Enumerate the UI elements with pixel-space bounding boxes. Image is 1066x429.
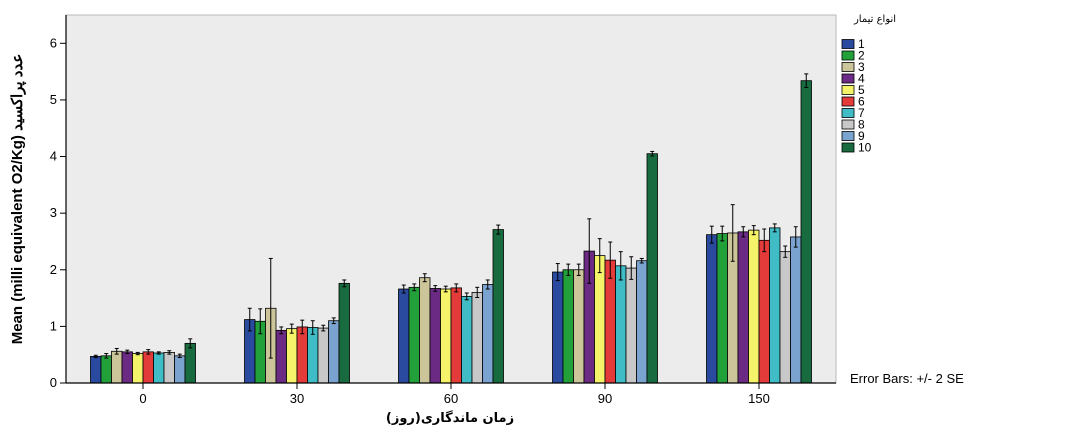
legend-label-4: 4 [858,72,865,86]
bar-8-60 [471,292,483,384]
bar-1-90 [552,271,564,384]
y-ticks: 0 1 2 3 4 5 6 [50,35,66,390]
legend-label-9: 9 [858,129,865,143]
legend-label-2: 2 [858,49,865,63]
bars-layer [90,73,812,384]
y-axis-label: Mean (milli equivalent O2/Kg) عدد پراکسی… [9,54,27,345]
bar-4-60 [429,288,441,384]
y-tick-label: 6 [50,35,57,50]
bar-6-150 [758,239,770,384]
legend-label-5: 5 [858,83,865,97]
legend-swatch-7 [841,108,855,118]
y-tick-label: 1 [50,318,57,333]
legend-label-6: 6 [858,95,865,109]
bar-7-30 [307,327,319,384]
bar-10-90 [646,153,658,384]
bar-7-0 [153,352,165,384]
bar-6-30 [296,326,308,384]
bar-4-150 [737,231,749,384]
x-tick-label: 30 [290,391,304,406]
bar-7-150 [769,227,781,384]
bar-8-0 [163,352,175,384]
x-tick-label: 90 [598,391,612,406]
y-tick-label: 5 [50,92,57,107]
legend-label-3: 3 [858,60,865,74]
bar-10-30 [338,282,350,384]
bar-1-60 [398,288,410,384]
x-axis-label: زمان ماندگاری(روز) [386,410,514,426]
bar-1-150 [706,234,718,384]
bar-9-60 [482,284,494,384]
bar-4-0 [121,351,133,384]
legend-title: انواع تیمار [853,14,896,25]
legend-swatch-2 [841,50,855,61]
bar-8-150 [779,251,791,384]
bar-2-150 [716,233,728,384]
bar-4-30 [275,329,287,384]
bar-5-150 [748,229,760,384]
bar-9-0 [174,355,186,384]
legend-swatch-10 [841,142,855,153]
legend-swatch-4 [841,73,855,84]
error-bars-note: Error Bars: +/- 2 SE [850,371,964,386]
bar-9-90 [636,260,648,384]
legend-label-8: 8 [858,118,865,132]
legend-label-7: 7 [858,106,865,120]
x-tick-label: 150 [748,391,770,406]
y-tick-label: 0 [50,375,57,390]
x-tick-label: 60 [444,391,458,406]
bar-6-0 [142,351,154,384]
legend-label-1: 1 [858,37,865,51]
x-ticks: 0 30 60 90 150 [139,383,770,406]
legend-swatch-6 [841,96,855,107]
legend-label-10: 10 [858,141,872,155]
bar-9-30 [328,320,340,384]
bar-7-90 [615,265,627,384]
bar-3-90 [573,269,585,384]
legend-swatch-5 [841,85,855,95]
bar-3-60 [419,277,431,384]
bar-8-30 [317,327,329,384]
bar-5-60 [440,288,452,384]
y-tick-label: 4 [50,149,57,164]
x-tick-label: 0 [139,391,146,406]
y-tick-label: 2 [50,262,57,277]
bar-3-0 [111,350,123,384]
legend-swatch-8 [841,119,855,130]
bar-7-60 [461,295,473,384]
bar-6-60 [450,287,462,384]
bar-5-90 [594,255,606,384]
bar-9-150 [790,236,802,384]
bar-5-0 [132,353,144,384]
bar-10-0 [184,342,196,384]
bar-2-0 [100,355,112,384]
bar-2-90 [562,269,574,384]
bar-8-90 [625,267,637,384]
bar-10-60 [492,229,504,384]
bar-2-60 [408,286,420,384]
legend-swatch-1 [841,39,855,49]
bar-10-150 [800,80,812,384]
bar-5-30 [286,328,298,384]
y-tick-label: 3 [50,205,57,220]
legend-swatch-3 [841,62,855,72]
bar-1-0 [90,355,102,384]
legend-swatch-9 [841,131,855,141]
